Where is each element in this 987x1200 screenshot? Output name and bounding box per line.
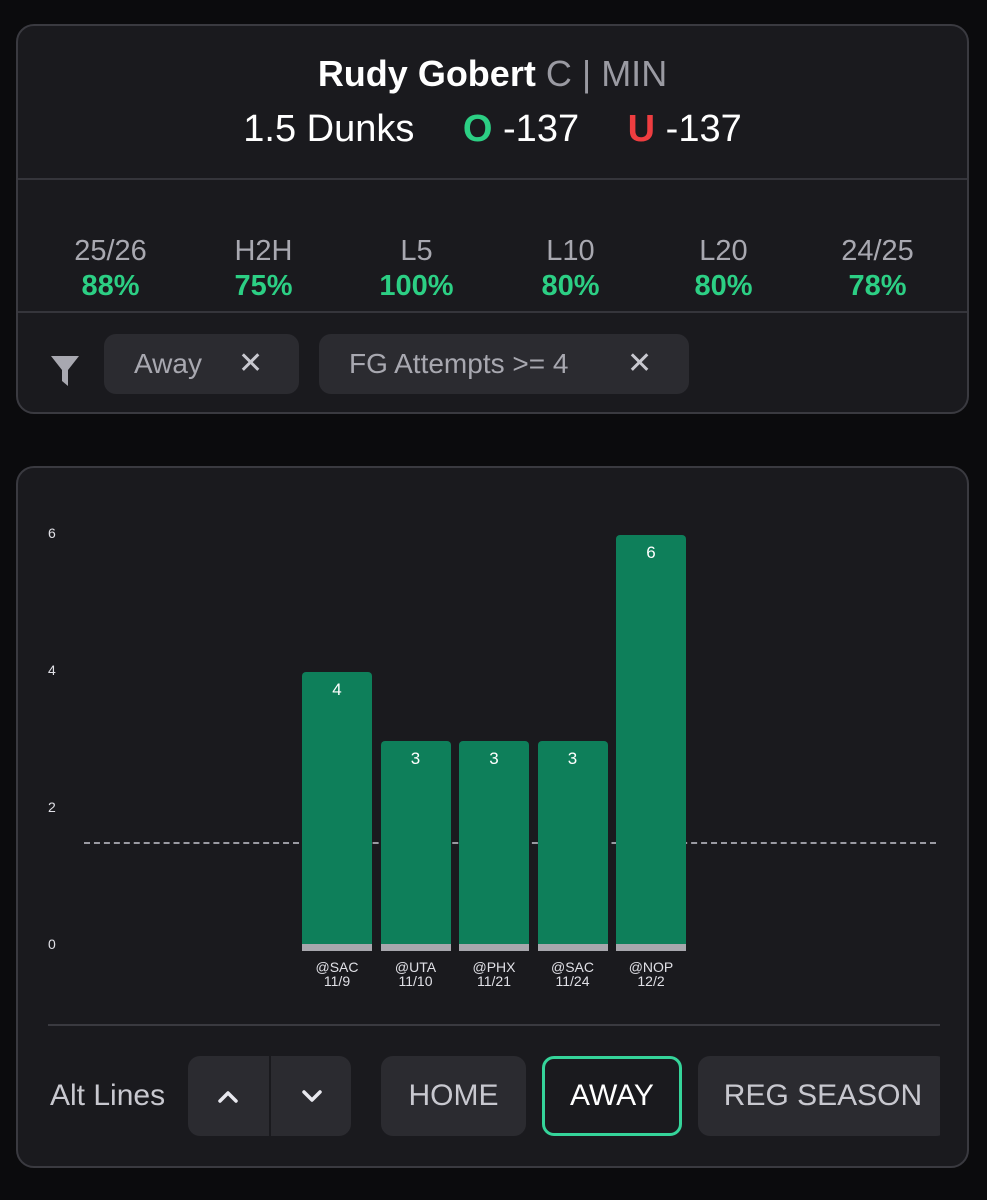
- bar-baseline: [380, 944, 451, 951]
- over-odds[interactable]: -137: [503, 108, 580, 150]
- stat-label: L5: [400, 235, 433, 267]
- filter-chip-label: FG Attempts >= 4: [349, 348, 569, 379]
- bar-value-label: 4: [332, 680, 342, 699]
- bar-baseline: [537, 944, 608, 951]
- bar-baseline: [459, 944, 529, 951]
- alt-line-up-button[interactable]: [188, 1056, 269, 1136]
- chevron-down-icon: [301, 1090, 322, 1102]
- stat-label: L10: [546, 235, 595, 267]
- bar[interactable]: [616, 535, 686, 946]
- stats-divider: [18, 311, 967, 313]
- x-tick-label: @NOP 12/2: [616, 960, 686, 988]
- game-log-chart-card: 0 2 4 6 4 @SAC 11/9 3 @UTA 11/10 3 @PHX 11/21 3 @SAC 11…: [16, 466, 969, 1168]
- close-icon[interactable]: ✕: [627, 347, 653, 380]
- chevron-up-icon: [218, 1091, 238, 1103]
- bar-value-label: 6: [646, 543, 656, 562]
- bar-value-label: 3: [410, 748, 421, 768]
- x-tick-opponent: @UTA: [394, 959, 437, 975]
- filter-chip-label: Away: [134, 348, 202, 379]
- stat-label: H2H: [234, 235, 293, 267]
- bar-baseline: [616, 944, 686, 951]
- y-tick-label: 4: [48, 662, 56, 678]
- filter-icon[interactable]: [50, 354, 80, 388]
- home-filter-button[interactable]: HOME: [381, 1056, 526, 1136]
- stat-label: L20: [699, 235, 748, 267]
- stat-l10[interactable]: L10 80%: [494, 204, 647, 304]
- filter-chip-away[interactable]: Away ✕: [104, 334, 299, 394]
- bar[interactable]: [537, 740, 608, 946]
- stat-h2h[interactable]: H2H 75%: [187, 204, 340, 304]
- x-tick-date: 11/24: [555, 973, 590, 989]
- stat-value: 80%: [541, 270, 600, 302]
- x-tick-label: @SAC 11/9: [302, 960, 372, 988]
- alt-lines-row: Alt Lines HOME AWAY REG SEASON: [18, 1056, 967, 1138]
- y-tick-label: 6: [48, 525, 56, 541]
- stat-value: 80%: [694, 270, 753, 302]
- prop-header: Rudy Gobert C | MIN 1.5 Dunks O -137 U -…: [18, 26, 967, 179]
- under-odds[interactable]: -137: [665, 108, 742, 150]
- bar[interactable]: [380, 740, 451, 946]
- bar[interactable]: [459, 740, 529, 946]
- x-tick-opponent: @SAC: [315, 959, 359, 975]
- y-tick-label: 2: [48, 799, 56, 815]
- chart-divider: [48, 1024, 940, 1026]
- x-tick-date: 12/2: [637, 973, 665, 989]
- bar[interactable]: [302, 672, 372, 946]
- stat-prev-season[interactable]: 24/25 78%: [801, 204, 954, 304]
- over-indicator[interactable]: O: [462, 108, 493, 150]
- x-tick-date: 11/9: [323, 973, 351, 989]
- filter-row: Away ✕ FG Attempts >= 4 ✕: [18, 334, 967, 414]
- bar-baseline: [302, 944, 372, 951]
- x-tick-date: 11/10: [398, 973, 433, 989]
- filter-chip-fg-attempts[interactable]: FG Attempts >= 4 ✕: [319, 334, 689, 394]
- bar-chart: 0 2 4 6 4 @SAC 11/9 3 @UTA 11/10 3 @PHX 11/21 3 @SAC 11…: [18, 468, 967, 1008]
- stat-season[interactable]: 25/26 88%: [34, 204, 187, 304]
- x-tick-label: @SAC 11/24: [538, 960, 608, 988]
- away-filter-button[interactable]: AWAY: [542, 1056, 682, 1136]
- player-name: Rudy Gobert: [317, 53, 536, 94]
- x-tick-label: @UTA 11/10: [381, 960, 451, 988]
- hit-rate-stats: 25/26 88% H2H 75% L5 100% L10 80% L20 80…: [18, 204, 967, 314]
- x-tick-label: @PHX 11/21: [459, 960, 529, 988]
- under-indicator[interactable]: U: [627, 108, 656, 150]
- x-tick-opponent: @NOP: [628, 959, 674, 975]
- stat-l20[interactable]: L20 80%: [647, 204, 800, 304]
- bar-value-label: 3: [489, 748, 499, 768]
- prop-line-label: 1.5 Dunks: [243, 108, 415, 150]
- player-title: Rudy Gobert C | MIN: [18, 52, 967, 96]
- stat-value: 78%: [848, 270, 907, 302]
- prop-summary-card: Rudy Gobert C | MIN 1.5 Dunks O -137 U -…: [16, 24, 969, 414]
- player-position-team: C | MIN: [545, 53, 668, 94]
- x-tick-date: 11/21: [477, 973, 511, 989]
- stat-label: 25/26: [74, 235, 147, 267]
- alt-line-down-button[interactable]: [271, 1056, 352, 1136]
- close-icon[interactable]: ✕: [238, 347, 264, 380]
- stepper-divider: [269, 1056, 271, 1136]
- stat-value: 75%: [234, 270, 293, 302]
- header-divider: [18, 178, 967, 180]
- prop-line: 1.5 Dunks O -137 U -137: [18, 106, 967, 152]
- x-tick-opponent: @SAC: [551, 959, 594, 975]
- y-tick-label: 0: [48, 936, 56, 952]
- stat-value: 88%: [81, 270, 140, 302]
- reg-season-filter-button[interactable]: REG SEASON: [698, 1056, 940, 1136]
- alt-lines-stepper: [188, 1056, 351, 1136]
- x-tick-opponent: @PHX: [472, 959, 516, 975]
- stat-l5[interactable]: L5 100%: [340, 204, 493, 304]
- bar-value-label: 3: [567, 748, 578, 768]
- stat-label: 24/25: [841, 235, 914, 267]
- alt-lines-label: Alt Lines: [50, 1079, 166, 1112]
- stat-value: 100%: [379, 270, 454, 302]
